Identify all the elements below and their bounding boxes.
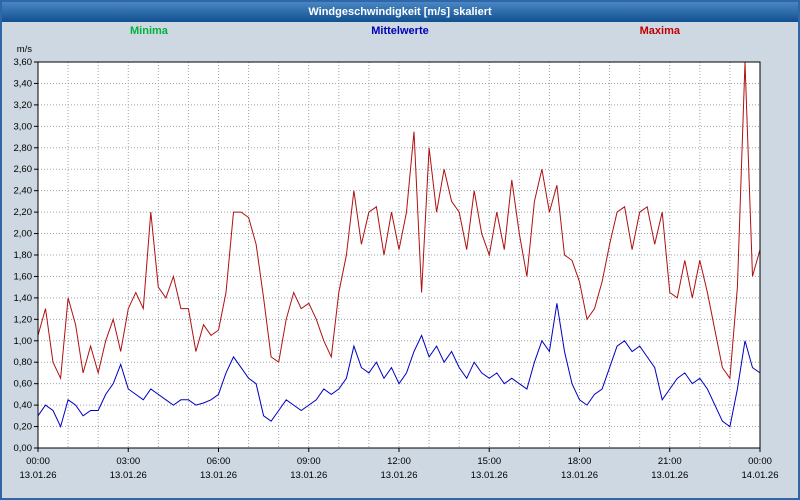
y-tick-label: 0,40	[14, 400, 33, 411]
legend-mittelwerte: Mittelwerte	[371, 25, 429, 37]
x-tick-date: 13.01.26	[381, 470, 418, 481]
y-tick-label: 3,60	[14, 57, 33, 68]
legend-maxima: Maxima	[639, 25, 680, 37]
x-tick-time: 15:00	[477, 456, 501, 467]
maxima-line	[37, 61, 761, 381]
mittelwerte-line	[37, 303, 761, 429]
y-tick-label: 1,40	[14, 293, 33, 304]
y-tick-label: 2,20	[14, 207, 33, 218]
chart-legend: Minima Mittelwerte Maxima	[2, 24, 798, 40]
y-tick-label: 2,60	[14, 164, 33, 175]
x-tick-time: 00:00	[26, 456, 50, 467]
y-tick-label: 0,80	[14, 357, 33, 368]
x-tick-date: 13.01.26	[651, 470, 688, 481]
window-title: Windgeschwindigkeit [m/s] skaliert	[308, 6, 492, 18]
x-tick-time: 06:00	[207, 456, 231, 467]
x-tick-time: 09:00	[297, 456, 321, 467]
x-tick-date: 13.01.26	[561, 470, 598, 481]
legend-minima: Minima	[130, 25, 168, 37]
title-bar: Windgeschwindigkeit [m/s] skaliert	[2, 2, 798, 22]
y-tick-label: 1,00	[14, 336, 33, 347]
y-tick-label: 0,00	[14, 443, 33, 454]
y-tick-label: 2,80	[14, 143, 33, 154]
y-tick-label: 3,40	[14, 78, 33, 89]
y-tick-label: 1,80	[14, 250, 33, 261]
y-tick-label: 3,00	[14, 121, 33, 132]
chart-canvas: 0,00 0,20 0,40 0,60 0,80 1,00 1,20 1,40 1,60 1,80…	[14, 44, 779, 481]
x-tick-time: 12:00	[387, 456, 411, 467]
y-tick-label: 2,40	[14, 186, 33, 197]
y-tick-label: 1,60	[14, 271, 33, 282]
y-axis-unit: m/s	[17, 44, 33, 55]
x-tick-time: 18:00	[568, 456, 592, 467]
x-tick-time: 21:00	[658, 456, 682, 467]
y-tick-label: 2,00	[14, 229, 33, 240]
y-tick-label: 0,20	[14, 422, 33, 433]
x-tick-date: 13.01.26	[290, 470, 327, 481]
plot-border	[37, 61, 761, 449]
x-tick-time: 03:00	[116, 456, 140, 467]
x-tick-time: 00:00	[748, 456, 772, 467]
x-tick-date: 13.01.26	[20, 470, 57, 481]
x-tick-date: 13.01.26	[110, 470, 147, 481]
x-tick-date: 13.01.26	[200, 470, 237, 481]
x-tick-date: 13.01.26	[471, 470, 508, 481]
y-tick-label: 0,60	[14, 379, 33, 390]
y-tick-label: 3,20	[14, 100, 33, 111]
x-tick-date: 14.01.26	[742, 470, 779, 481]
y-tick-label: 1,20	[14, 314, 33, 325]
